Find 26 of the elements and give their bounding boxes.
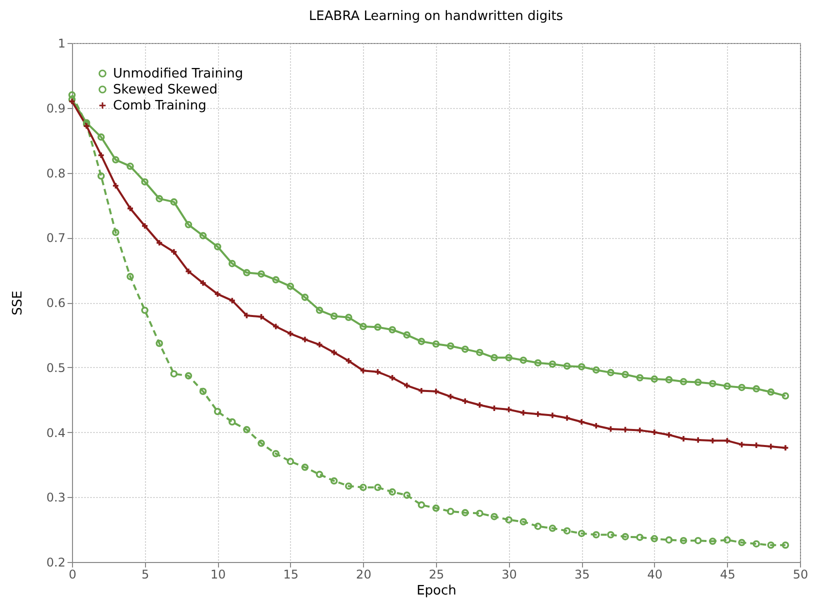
x-tick-label: 30 — [502, 568, 517, 582]
y-tick-label: 0.5 — [46, 360, 66, 375]
y-axis-title: SSE — [10, 290, 26, 316]
x-tick-label: 40 — [647, 568, 663, 582]
x-tick-label: 10 — [210, 568, 226, 582]
x-tick-label: 45 — [720, 568, 736, 582]
legend-label: Comb Training — [113, 98, 206, 114]
x-tick-label: 0 — [68, 568, 76, 582]
x-tick-label: 15 — [283, 568, 299, 582]
y-tick-label: 0.6 — [46, 296, 66, 310]
y-tick-label: 0.4 — [46, 426, 66, 440]
x-tick-label: 5 — [141, 568, 150, 582]
x-tick-label: 50 — [792, 568, 808, 582]
x-tick-label: 25 — [428, 568, 444, 582]
y-tick-label: 0.8 — [46, 166, 66, 180]
x-axis-title: Epoch — [416, 584, 456, 598]
y-tick-label: 0.7 — [46, 231, 66, 246]
y-tick-label: 0.2 — [46, 556, 66, 570]
chart-title: LEABRA Learning on handwritten digits — [308, 9, 564, 24]
y-tick-label: 0.9 — [46, 101, 66, 116]
legend-label: Skewed Skewed — [113, 82, 218, 98]
x-tick-label: 20 — [356, 568, 372, 582]
y-tick-label: 0.3 — [46, 490, 66, 505]
y-tick-label: 1 — [58, 36, 66, 50]
legend-label: Unmodified Training — [113, 66, 244, 82]
x-tick-label: 35 — [574, 568, 590, 582]
